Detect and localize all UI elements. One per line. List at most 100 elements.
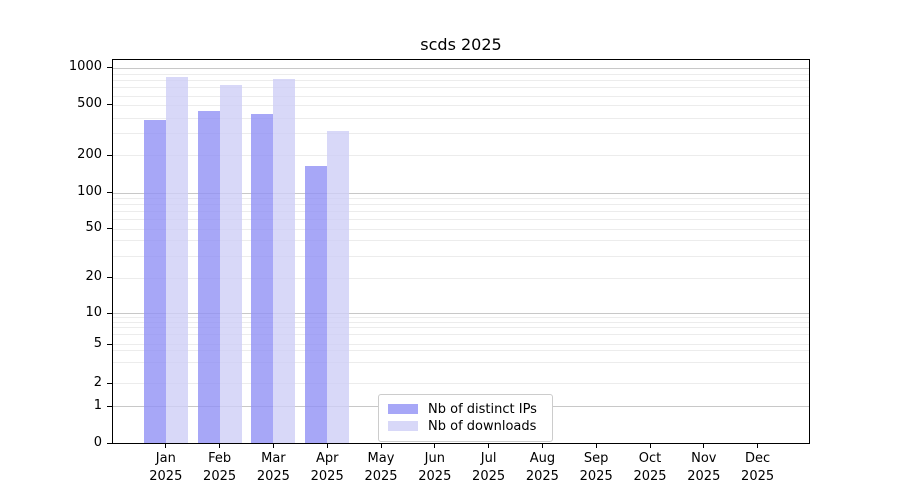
y-tick-mark <box>107 442 112 444</box>
minor-gridline <box>113 198 809 199</box>
minor-gridline <box>113 204 809 206</box>
x-tick-mark <box>488 444 490 448</box>
x-tick-label: Jan 2025 <box>134 450 198 485</box>
y-tick-label: 1 <box>93 397 102 413</box>
minor-gridline <box>113 277 809 279</box>
x-tick-month: Feb <box>208 451 232 466</box>
x-tick-label: May 2025 <box>349 450 413 485</box>
y-tick-mark <box>107 104 112 106</box>
x-tick-month: Nov <box>691 451 717 466</box>
minor-gridline <box>113 361 809 363</box>
bar-downloads <box>219 85 242 443</box>
major-gridline <box>113 192 809 194</box>
x-tick-label: Dec 2025 <box>726 450 790 485</box>
bar-downloads <box>165 77 188 443</box>
minor-gridline <box>113 240 809 242</box>
x-tick-year: 2025 <box>149 468 183 484</box>
x-tick-month: Oct <box>638 451 662 466</box>
minor-gridline <box>113 327 809 329</box>
chart-title: scds 2025 <box>420 35 502 54</box>
x-tick-year: 2025 <box>525 468 559 484</box>
x-tick-label: Feb 2025 <box>188 450 252 485</box>
y-tick-label: 50 <box>85 220 102 235</box>
x-tick-month: Jan <box>155 451 176 466</box>
x-tick-mark <box>326 444 328 448</box>
x-tick-year: 2025 <box>472 468 506 484</box>
y-tick-label: 5 <box>93 335 102 351</box>
minor-gridline <box>113 333 809 335</box>
x-tick-label: Oct 2025 <box>618 450 682 485</box>
x-tick-mark <box>272 444 274 448</box>
y-tick-mark <box>107 154 112 156</box>
x-tick-label: Nov 2025 <box>672 450 736 485</box>
x-tick-label: Mar 2025 <box>241 450 305 485</box>
y-tick-mark <box>107 405 112 407</box>
y-tick-mark <box>107 228 112 229</box>
x-tick-year: 2025 <box>633 468 667 484</box>
minor-gridline <box>113 80 809 82</box>
x-tick-label: Jul 2025 <box>457 450 521 485</box>
x-tick-label: Aug 2025 <box>510 450 574 485</box>
major-gridline <box>113 67 809 69</box>
y-tick-mark <box>107 312 112 314</box>
y-tick-label: 2 <box>93 374 102 390</box>
x-tick-mark <box>434 444 436 448</box>
x-tick-month: Dec <box>745 451 771 466</box>
legend-swatch-downloads <box>388 421 418 431</box>
y-tick-label: 1000 <box>68 59 102 74</box>
minor-gridline <box>113 211 809 213</box>
x-tick-mark <box>649 444 651 448</box>
bar-distinct-ips <box>305 166 328 443</box>
minor-gridline <box>113 95 809 97</box>
y-tick-label: 20 <box>85 269 102 284</box>
minor-gridline <box>113 350 809 351</box>
y-tick-mark <box>107 67 112 68</box>
x-tick-year: 2025 <box>256 468 290 484</box>
y-tick-mark <box>107 382 112 384</box>
bar-downloads <box>273 79 296 443</box>
y-tick-label: 100 <box>77 184 102 199</box>
y-tick-label: 0 <box>93 434 102 450</box>
x-tick-year: 2025 <box>203 468 237 484</box>
legend-label-downloads: Nb of downloads <box>428 418 537 434</box>
minor-gridline <box>113 322 809 323</box>
x-tick-month: Jun <box>424 451 445 466</box>
legend: Nb of distinct IPs Nb of downloads <box>378 394 553 442</box>
minor-gridline <box>113 87 809 89</box>
minor-gridline <box>113 383 809 384</box>
minor-gridline <box>113 133 809 135</box>
major-gridline <box>113 313 809 314</box>
bar-downloads <box>327 130 350 443</box>
bar-distinct-ips <box>251 113 274 443</box>
bar-distinct-ips <box>143 120 166 443</box>
y-tick-label: 10 <box>85 304 102 320</box>
legend-swatch-distinct-ips <box>388 404 418 414</box>
minor-gridline <box>113 219 809 221</box>
x-tick-mark <box>703 444 705 448</box>
bar-distinct-ips <box>197 111 220 443</box>
minor-gridline <box>113 344 809 345</box>
minor-gridline <box>113 255 809 257</box>
legend-label-distinct-ips: Nb of distinct IPs <box>428 401 537 417</box>
x-tick-mark <box>165 444 167 448</box>
minor-gridline <box>113 155 809 156</box>
x-tick-year: 2025 <box>310 468 344 484</box>
y-tick-mark <box>107 343 112 345</box>
x-tick-month: Aug <box>529 451 556 466</box>
x-tick-year: 2025 <box>687 468 721 484</box>
minor-gridline <box>113 104 809 106</box>
x-tick-year: 2025 <box>741 468 775 484</box>
x-tick-mark <box>595 444 597 448</box>
y-tick-mark <box>107 192 112 193</box>
y-tick-label: 500 <box>77 96 102 112</box>
x-tick-month: Apr <box>315 451 339 466</box>
x-tick-month: May <box>367 451 395 466</box>
x-tick-year: 2025 <box>364 468 398 484</box>
minor-gridline <box>113 317 809 319</box>
x-tick-mark <box>757 444 759 448</box>
x-tick-label: Apr 2025 <box>295 450 359 485</box>
x-tick-label: Jun 2025 <box>403 450 467 485</box>
x-tick-month: Jul <box>480 451 497 466</box>
minor-gridline <box>113 228 809 230</box>
minor-gridline <box>113 117 809 119</box>
